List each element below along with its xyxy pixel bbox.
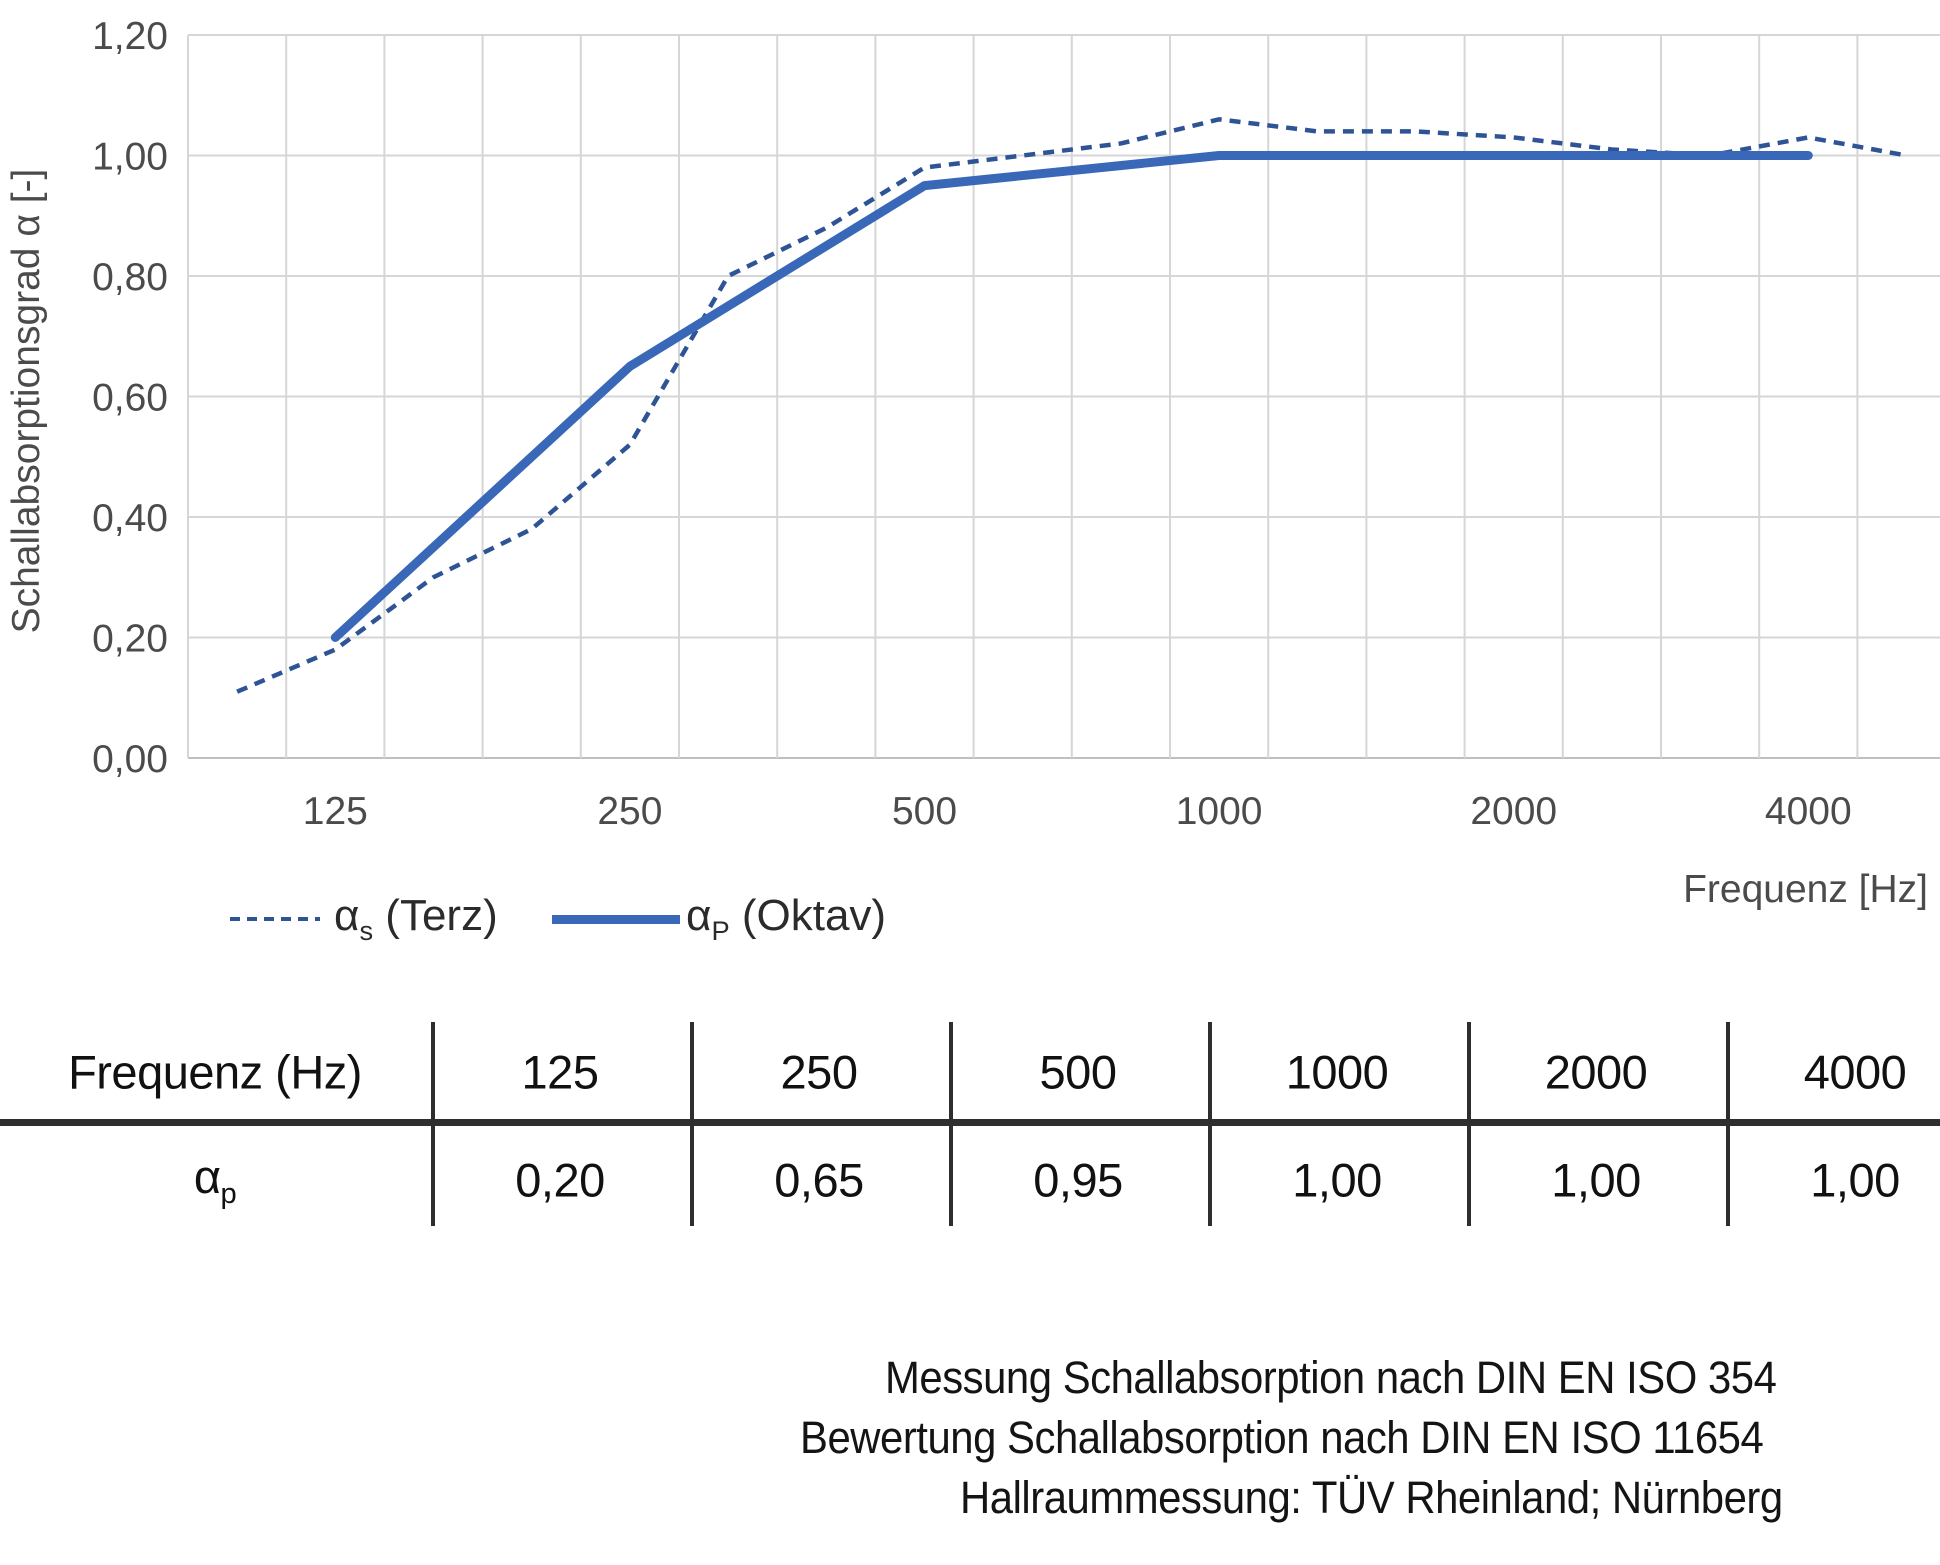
- legend-label-terz: αs (Terz): [334, 891, 498, 946]
- svg-text:2000: 2000: [1470, 790, 1557, 833]
- svg-text:0,20: 0,20: [92, 618, 168, 661]
- svg-text:1,20: 1,20: [92, 15, 168, 58]
- table-value-cell: 0,65: [774, 1153, 864, 1207]
- table-header-cell: 500: [1039, 1045, 1117, 1099]
- table-header-cell: 4000: [1803, 1045, 1907, 1099]
- table-value-cell: 1,00: [1810, 1153, 1900, 1207]
- note-line: Bewertung Schallabsorption nach DIN EN I…: [800, 1412, 1764, 1463]
- legend-item-terz: αs (Terz): [228, 891, 498, 946]
- svg-text:0,80: 0,80: [92, 256, 168, 299]
- table-value-cell: 1,00: [1551, 1153, 1641, 1207]
- svg-text:0,00: 0,00: [92, 738, 168, 781]
- y-axis-title: Schallabsorptionsgrad α [-]: [5, 168, 48, 634]
- x-axis-title: Frequenz [Hz]: [1683, 868, 1928, 911]
- legend-item-oktav: αP (Oktav): [552, 891, 887, 946]
- table-header-cell: 2000: [1544, 1045, 1648, 1099]
- legend-label-oktav: αP (Oktav): [686, 891, 887, 946]
- note-line: Messung Schallabsorption nach DIN EN ISO…: [885, 1352, 1777, 1403]
- svg-text:125: 125: [303, 790, 368, 833]
- svg-text:500: 500: [892, 790, 957, 833]
- svg-text:0,60: 0,60: [92, 377, 168, 420]
- table-value-cell: 1,00: [1292, 1153, 1382, 1207]
- solid-line-sample-icon: [552, 914, 680, 924]
- svg-text:1000: 1000: [1176, 790, 1263, 833]
- svg-text:250: 250: [597, 790, 662, 833]
- table-row-label: αp: [193, 1149, 237, 1211]
- svg-text:1,00: 1,00: [92, 136, 168, 179]
- table-header-cell: 250: [780, 1045, 858, 1099]
- table-value-cell: 0,20: [515, 1153, 605, 1207]
- table-header-cell: 1000: [1285, 1045, 1389, 1099]
- chart-legend: αs (Terz) αP (Oktav): [0, 891, 1000, 946]
- table-header-cell: Frequenz (Hz): [68, 1045, 362, 1099]
- note-line: Hallraummessung: TÜV Rheinland; Nürnberg: [960, 1472, 1783, 1523]
- table-header-rule: [0, 1119, 1940, 1126]
- table-value-cell: 0,95: [1033, 1153, 1123, 1207]
- svg-text:4000: 4000: [1765, 790, 1852, 833]
- absorption-chart: 1,20 1,00 0,80 0,60 0,40 0,20 0,00 125 250 500 100…: [92, 15, 1940, 833]
- table-header-cell: 125: [521, 1045, 599, 1099]
- dashed-line-sample-icon: [230, 917, 320, 921]
- svg-text:0,40: 0,40: [92, 497, 168, 540]
